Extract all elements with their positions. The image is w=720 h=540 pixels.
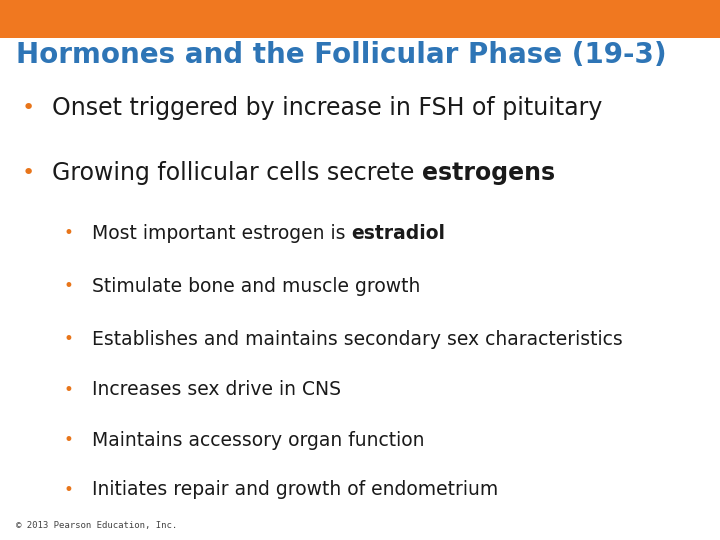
- Text: •: •: [63, 224, 73, 242]
- Text: Establishes and maintains secondary sex characteristics: Establishes and maintains secondary sex …: [92, 329, 623, 349]
- Text: •: •: [63, 381, 73, 399]
- Text: •: •: [63, 431, 73, 449]
- Text: Most important estrogen is: Most important estrogen is: [92, 224, 351, 243]
- FancyBboxPatch shape: [0, 0, 720, 38]
- Text: Initiates repair and growth of endometrium: Initiates repair and growth of endometri…: [92, 480, 498, 500]
- Text: Stimulate bone and muscle growth: Stimulate bone and muscle growth: [92, 276, 420, 296]
- Text: Onset triggered by increase in FSH of pituitary: Onset triggered by increase in FSH of pi…: [52, 96, 602, 120]
- Text: •: •: [22, 98, 35, 118]
- Text: Hormones and the Follicular Phase (19-3): Hormones and the Follicular Phase (19-3): [16, 40, 667, 69]
- Text: •: •: [63, 330, 73, 348]
- Text: •: •: [63, 481, 73, 499]
- Text: Increases sex drive in CNS: Increases sex drive in CNS: [92, 380, 341, 400]
- Text: Growing follicular cells secrete: Growing follicular cells secrete: [52, 161, 422, 185]
- Text: estradiol: estradiol: [351, 224, 446, 243]
- Text: •: •: [63, 277, 73, 295]
- Text: •: •: [22, 163, 35, 183]
- Text: © 2013 Pearson Education, Inc.: © 2013 Pearson Education, Inc.: [16, 521, 177, 530]
- Text: estrogens: estrogens: [422, 161, 555, 185]
- Text: Maintains accessory organ function: Maintains accessory organ function: [92, 430, 425, 450]
